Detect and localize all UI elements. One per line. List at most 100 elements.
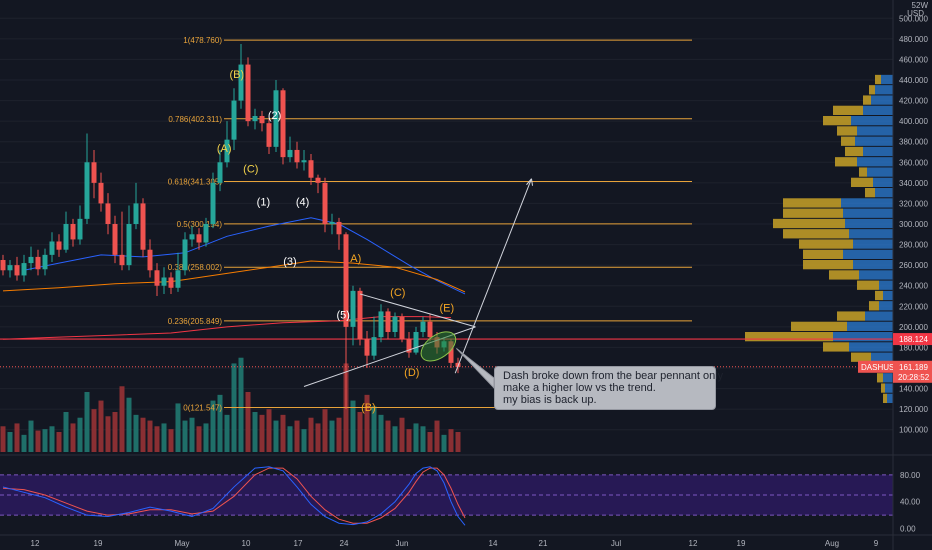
fib-level-label: 0.382(258.002)	[168, 263, 223, 272]
candle-body	[91, 162, 97, 183]
candle-body	[42, 254, 48, 270]
candle-body	[7, 265, 13, 271]
wave-label: (5)	[336, 310, 349, 322]
volume-profile-bar-sell	[879, 280, 893, 290]
candle-body	[420, 321, 426, 332]
candle-body	[133, 203, 139, 224]
volume-profile-bar-sell	[841, 198, 893, 208]
horizontal-line-tag	[893, 333, 932, 346]
volume-bar	[371, 406, 377, 452]
candle-body	[70, 224, 76, 240]
note-line-3: my bias is back up.	[503, 394, 597, 406]
volume-profile-bar-sell	[879, 301, 893, 311]
stochastic-panel[interactable]: 80.00 40.00 0.00	[0, 454, 932, 534]
wave-label: (4)	[296, 196, 309, 208]
volume-bar	[308, 417, 314, 452]
volume-bar	[203, 423, 209, 452]
price-tick-label: 280.000	[899, 241, 928, 250]
time-tick-label: 21	[539, 539, 548, 548]
volume-profile-bar-buy	[773, 218, 845, 229]
candle-body	[126, 224, 132, 266]
volume-profile-bar-sell	[887, 393, 893, 403]
volume-bar	[434, 420, 440, 452]
volume-profile-bar-buy	[823, 116, 851, 126]
price-tick-label: 460.000	[899, 55, 928, 64]
price-tick-label: 380.000	[899, 138, 928, 147]
volume-bar	[301, 429, 307, 452]
fibonacci-retracement[interactable]: 1(478.760) 0.786(402.311) 0.618(341.305) 0.…	[0, 36, 893, 413]
volume-profile-bar-sell	[885, 383, 893, 393]
wave-label: (B)	[361, 402, 376, 414]
price-tick-label: 180.000	[899, 343, 928, 352]
volume-bar	[182, 420, 188, 452]
candles[interactable]	[0, 44, 461, 410]
volume-bar	[7, 432, 13, 452]
volume-bar	[420, 426, 426, 452]
volume-bar	[133, 414, 139, 452]
time-axis[interactable]: 12 19 May 10 17 24 Jun 14 21 Jul 12 19 Aug 9	[0, 534, 932, 548]
volume-profile-bar-buy	[745, 332, 833, 342]
moving-average-orange	[2, 260, 466, 293]
volume-bar	[210, 400, 216, 452]
price-tick-label: 440.000	[899, 76, 928, 85]
drawings[interactable]	[303, 178, 533, 390]
volume-bar	[42, 429, 48, 452]
volume-profile-bar-buy	[869, 85, 875, 95]
volume-bar	[245, 392, 251, 452]
price-tick-label: 140.000	[899, 385, 928, 394]
candle-body	[294, 149, 300, 163]
volume-profile-bar-sell	[857, 157, 893, 167]
candle-body	[406, 339, 412, 353]
volume-profile-bar-buy	[863, 95, 871, 105]
candle-body	[168, 277, 174, 288]
candle-body	[280, 90, 286, 158]
annotation-note[interactable]: Dash broke down from the bear pennant on…	[494, 366, 723, 410]
candle-body	[154, 270, 160, 286]
candle-body	[14, 265, 20, 276]
volume-profile-bar-buy	[833, 105, 863, 115]
candle-body	[147, 249, 153, 271]
volume-profile-bar-buy	[837, 126, 857, 136]
volume-profile-bar-sell	[855, 136, 893, 146]
volume-bar	[14, 423, 20, 452]
candle-body	[35, 256, 41, 270]
volume-profile-bar-sell	[875, 188, 893, 198]
volume-bar	[252, 412, 258, 452]
time-tick-label: Jun	[396, 539, 409, 548]
projection-arrow	[454, 178, 532, 374]
candle-body	[245, 64, 251, 122]
horizontal-line-value: 188.124	[899, 335, 928, 344]
volume-bar	[63, 412, 69, 452]
candle-body	[98, 182, 104, 204]
volume-profile-bar-buy	[869, 301, 879, 311]
candle-body	[329, 221, 335, 224]
volume-profile-bar-buy	[837, 311, 865, 321]
candle-body	[343, 234, 349, 327]
volume-bar	[189, 417, 195, 452]
wave-label: (A)	[217, 143, 232, 155]
time-tick-label: Jul	[611, 539, 621, 548]
volume-profile-bar-sell	[859, 270, 893, 280]
volume-bar	[91, 409, 97, 452]
stochastic-tick-label: 40.00	[900, 498, 921, 507]
volume-bar	[238, 357, 244, 452]
volume-bar	[294, 420, 300, 452]
fib-level-label: 0(121.547)	[183, 404, 222, 413]
volume-profile-bar-buy	[783, 208, 843, 218]
volume-bar	[273, 420, 279, 452]
volume-bar	[455, 432, 461, 452]
candle-body	[56, 241, 62, 250]
candle-body	[21, 263, 27, 276]
price-tick-label: 340.000	[899, 179, 928, 188]
candle-body	[238, 64, 244, 101]
volume-profile-bar-buy	[803, 260, 853, 270]
time-tick-label: 14	[489, 539, 498, 548]
wave-label: (3)	[283, 256, 296, 268]
last-price-value: 161.189	[899, 363, 928, 372]
candle-body	[350, 290, 356, 327]
volume-profile-bar-sell	[857, 126, 893, 136]
candle-body	[217, 162, 223, 183]
volume-bar	[161, 423, 167, 452]
